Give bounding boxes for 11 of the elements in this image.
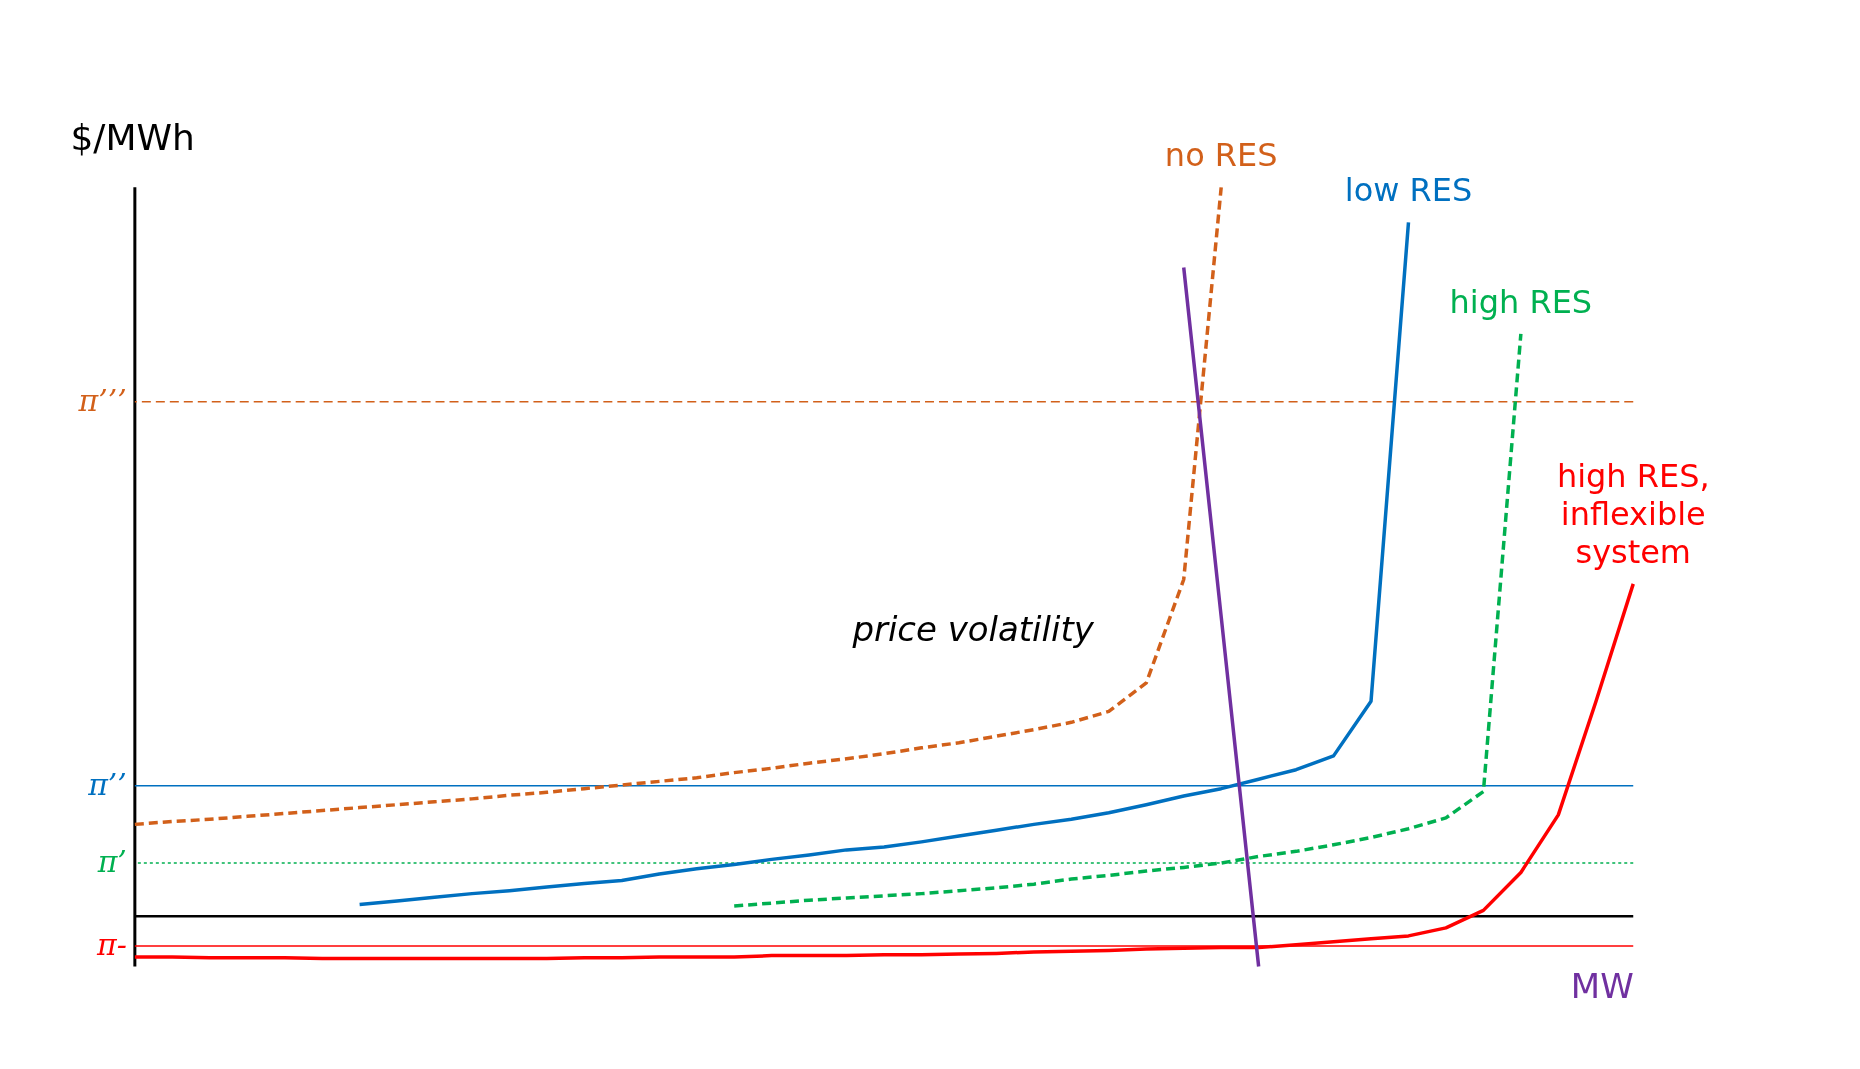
- ref-line-label: π’’: [87, 766, 127, 802]
- series-label: low RES: [1344, 171, 1473, 210]
- series-label: high RES: [1449, 282, 1593, 321]
- series-label: no RES: [1164, 136, 1278, 175]
- ref-line-label: π’’’: [77, 382, 127, 418]
- y-axis-title: $/MWh: [70, 116, 195, 158]
- x-axis-title: MW: [1570, 965, 1634, 1006]
- annotation: price volatility: [851, 609, 1095, 650]
- ref-line-label: π’: [96, 844, 127, 879]
- text: high RES, inflexible system: [1556, 456, 1710, 571]
- ref-line-label: π-: [96, 927, 127, 963]
